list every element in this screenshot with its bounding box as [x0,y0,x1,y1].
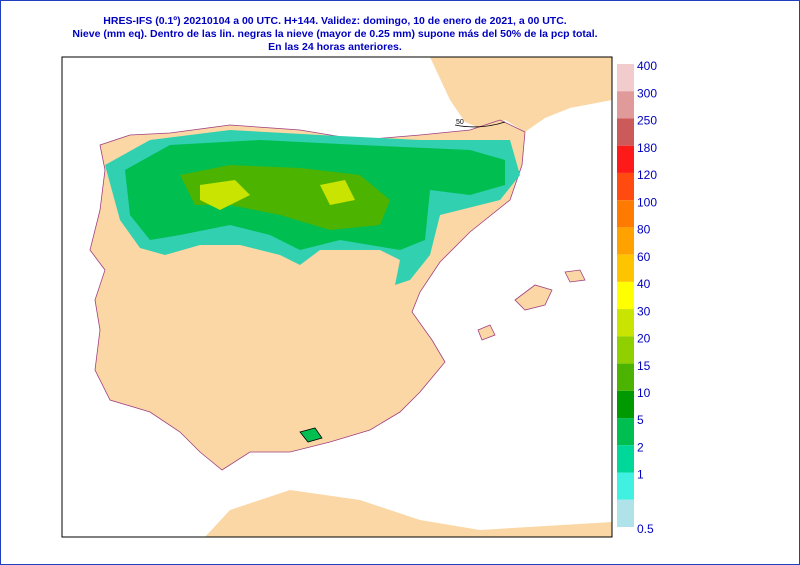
legend-label: 300 [637,86,657,100]
legend-swatch [617,472,634,500]
legend-swatch [617,363,634,391]
legend-swatch [617,91,634,119]
legend-label: 5 [637,413,644,427]
legend-label: 2 [637,440,644,454]
legend-label: 15 [637,359,651,373]
africa [205,490,612,537]
contour [454,121,506,128]
legend-label: 60 [637,250,651,264]
legend: 400 300 250 180 120 100 80 60 40 30 20 15 10 5 2 1 0.5 [617,59,657,536]
snow-area [200,180,355,210]
legend-label: 100 [637,195,657,209]
legend-label: 20 [637,332,651,346]
legend-swatch [617,445,634,473]
france [430,57,612,132]
legend-label: 400 [637,59,657,73]
legend-label: 10 [637,386,651,400]
legend-label: 180 [637,141,657,155]
legend-swatch [617,254,634,282]
snow-area [299,427,323,443]
legend-label: 1 [637,468,644,482]
legend-swatch [617,200,634,228]
map-border [61,56,613,538]
legend-label: 30 [637,304,651,318]
legend-label: 120 [637,168,657,182]
legend-label: 250 [637,114,657,128]
header-line: Nieve (mm eq). Dentro de las lin. negras… [72,28,597,40]
legend-swatch [617,118,634,146]
legend-swatch [617,145,634,173]
legend-swatch [617,499,634,527]
legend-swatch [617,64,634,92]
legend-swatch [617,390,634,419]
legend-swatch [617,309,634,337]
legend-swatch [617,227,634,255]
legend-label: 40 [637,277,651,291]
legend-swatch [617,336,634,364]
legend-label: 0.5 [637,522,654,536]
islands [477,269,586,341]
legend-label: 80 [637,223,651,237]
legend-swatch [617,418,634,446]
legend-swatch [617,172,634,201]
header-line: HRES-IFS (0.1º) 20210104 a 00 UTC. H+144… [103,15,566,27]
map: 50 [61,56,613,538]
legend-swatch [617,281,634,310]
header-line: En las 24 horas anteriores. [268,41,402,53]
contour-label: 50 [456,119,464,126]
